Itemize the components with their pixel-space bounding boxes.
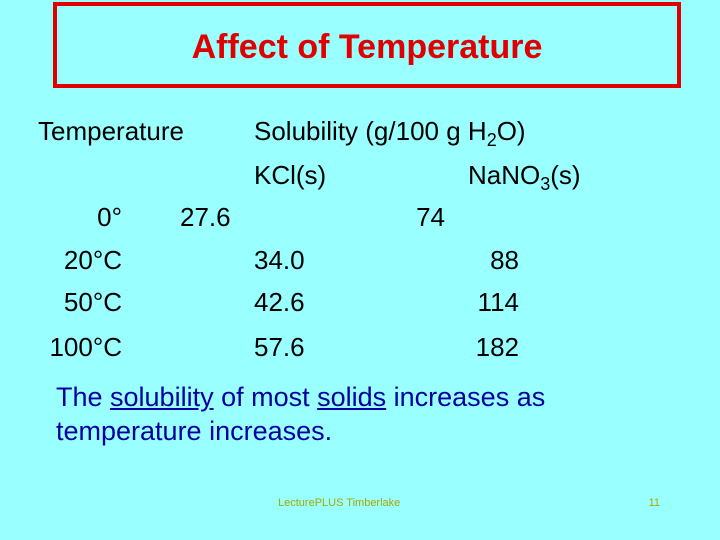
term-solubility: solubility — [110, 382, 214, 412]
table-row-nano3: 74 — [416, 202, 445, 232]
table-row-kcl: 34.0 — [254, 245, 305, 275]
table-row-temp: 50°C — [63, 287, 122, 317]
header-solubility: Solubility (g/100 g H2O) — [254, 116, 526, 149]
table-row-kcl: 27.6 — [180, 202, 231, 232]
header-nano3-subscript: 3 — [540, 174, 551, 194]
table-row-nano3: 114 — [477, 287, 519, 317]
table-row-temp: 100°C — [49, 332, 122, 362]
table-row-kcl: 42.6 — [254, 287, 305, 317]
header-solubility-suffix: O) — [496, 116, 526, 146]
header-solubility-text: Solubility (g/100 g H — [254, 116, 487, 146]
term-solids: solids — [317, 382, 387, 412]
header-solubility-subscript: 2 — [486, 130, 497, 150]
slide-title: Affect of Temperature — [191, 28, 543, 66]
title-box: Affect of Temperature — [53, 2, 681, 88]
statement-text: The — [56, 382, 111, 412]
statement-text: increases as temperature increases. — [56, 382, 546, 446]
footer-credit: LecturePLUS Timberlake — [278, 497, 401, 509]
header-nano3: NaNO3(s) — [468, 160, 581, 193]
statement-text: of most — [213, 382, 318, 412]
table-row-nano3: 88 — [490, 245, 519, 275]
table-row-kcl: 57.6 — [254, 332, 305, 362]
page-number: 11 — [648, 497, 660, 509]
header-temperature: Temperature — [38, 116, 184, 146]
table-row-nano3: 182 — [475, 332, 519, 362]
header-nano3-text: NaNO — [468, 160, 541, 190]
table-row-temp: 0° — [97, 202, 122, 232]
header-kcl: KCl(s) — [254, 160, 327, 190]
table-row-temp: 20°C — [63, 245, 122, 275]
conclusion-statement: The solubility of most solids increases … — [56, 380, 686, 448]
header-nano3-suffix: (s) — [550, 160, 581, 190]
